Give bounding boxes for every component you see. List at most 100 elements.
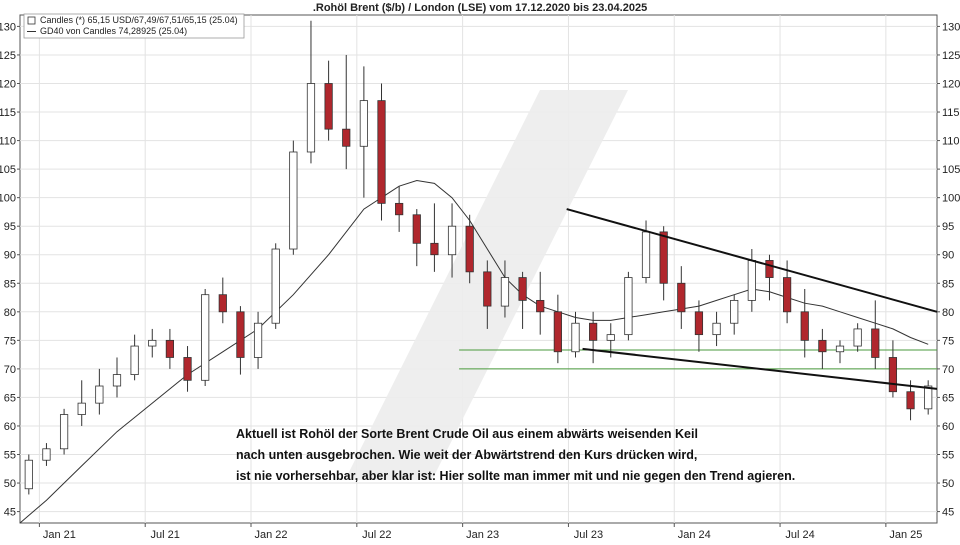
x-tick-label: Jul 23 bbox=[574, 529, 603, 540]
candle bbox=[835, 340, 845, 364]
candle-body bbox=[924, 385, 933, 410]
candle-body bbox=[59, 414, 69, 450]
candle-body bbox=[871, 328, 880, 358]
candle-body bbox=[500, 277, 510, 307]
candle-body bbox=[77, 402, 86, 415]
candle-body bbox=[42, 448, 51, 461]
candle bbox=[871, 300, 880, 369]
candle bbox=[800, 288, 809, 358]
candle bbox=[24, 454, 33, 495]
candle-body bbox=[553, 311, 562, 353]
candle-body bbox=[112, 374, 122, 387]
candle bbox=[201, 288, 210, 387]
candle-body bbox=[95, 385, 104, 404]
y-tick-label-right: 70 bbox=[942, 364, 954, 376]
candle bbox=[306, 20, 316, 164]
y-tick-label-right: 85 bbox=[942, 278, 954, 290]
candle-body bbox=[430, 242, 439, 256]
x-tick-label: Jul 22 bbox=[362, 529, 391, 540]
candle-body bbox=[818, 339, 827, 353]
candle-body bbox=[853, 328, 862, 347]
y-tick-label-left: 115 bbox=[0, 107, 16, 119]
candle bbox=[730, 294, 739, 335]
candle-body bbox=[571, 322, 580, 353]
candle-body bbox=[906, 391, 915, 410]
y-tick-label-left: 120 bbox=[0, 78, 16, 90]
annotation-note-line: Aktuell ist Rohöl der Sorte Brent Crude … bbox=[236, 427, 698, 441]
candle-body bbox=[24, 459, 33, 490]
gd40-line bbox=[19, 179, 929, 524]
annotation-note-line: nach unten ausgebrochen. Wie weit der Ab… bbox=[236, 448, 697, 462]
candle bbox=[906, 380, 915, 421]
candle-body bbox=[800, 311, 809, 341]
candle-body bbox=[783, 277, 792, 313]
candle bbox=[95, 368, 104, 415]
y-tick-label-right: 65 bbox=[942, 392, 954, 404]
candle bbox=[342, 54, 351, 170]
candle bbox=[553, 294, 562, 364]
y-tick-label-right: 90 bbox=[942, 250, 954, 262]
candle bbox=[148, 328, 157, 358]
candle-body bbox=[165, 339, 174, 358]
candle bbox=[218, 277, 227, 324]
candle-body bbox=[712, 322, 721, 336]
y-tick-label-right: 95 bbox=[942, 221, 954, 233]
y-tick-label-right: 50 bbox=[942, 478, 954, 490]
candle-body bbox=[465, 225, 474, 273]
candle bbox=[712, 311, 721, 347]
y-tick-label-left: 65 bbox=[4, 392, 16, 404]
candle-body bbox=[606, 334, 615, 341]
candle-body bbox=[641, 231, 651, 278]
y-tick-label-right: 45 bbox=[942, 507, 954, 519]
candle-body bbox=[395, 202, 404, 216]
candle bbox=[853, 323, 862, 352]
candle-body bbox=[377, 100, 386, 204]
candle bbox=[518, 271, 527, 329]
y-tick-label-left: 95 bbox=[4, 221, 16, 233]
y-tick-label-left: 70 bbox=[4, 364, 16, 376]
candle bbox=[765, 254, 774, 301]
candle-body bbox=[747, 260, 756, 301]
x-tick-label: Jan 21 bbox=[43, 529, 76, 540]
candle bbox=[395, 186, 404, 232]
candle bbox=[289, 140, 298, 255]
candle bbox=[359, 66, 368, 198]
candle bbox=[694, 300, 704, 352]
candle bbox=[430, 203, 439, 272]
candle-body bbox=[306, 83, 316, 153]
lower-wedge-line bbox=[582, 347, 938, 390]
y-tick-label-right: 100 bbox=[942, 193, 960, 205]
candle bbox=[253, 311, 263, 369]
y-tick-label-left: 85 bbox=[4, 278, 16, 290]
y-tick-label-right: 130 bbox=[942, 21, 960, 33]
y-tick-label-left: 110 bbox=[0, 136, 16, 148]
y-tick-label-left: 55 bbox=[4, 450, 16, 462]
candle bbox=[77, 380, 86, 426]
candle bbox=[500, 260, 510, 318]
y-tick-label-right: 120 bbox=[942, 78, 960, 90]
x-tick-label: Jul 21 bbox=[151, 529, 180, 540]
candle-body bbox=[271, 248, 280, 324]
candle bbox=[888, 340, 898, 398]
candle-body bbox=[253, 322, 263, 358]
y-tick-label-left: 50 bbox=[4, 478, 16, 490]
y-tick-label-right: 105 bbox=[942, 164, 960, 176]
y-tick-label-right: 80 bbox=[942, 307, 954, 319]
y-tick-label-left: 130 bbox=[0, 21, 16, 33]
y-tick-label-left: 90 bbox=[4, 250, 16, 262]
candle bbox=[324, 60, 333, 141]
candle bbox=[465, 214, 474, 284]
x-tick-label: Jan 25 bbox=[889, 529, 922, 540]
y-tick-label-left: 100 bbox=[0, 193, 16, 205]
candle bbox=[447, 203, 457, 278]
y-tick-label-left: 60 bbox=[4, 421, 16, 433]
candle bbox=[377, 83, 386, 221]
candle-body bbox=[201, 294, 210, 381]
candle bbox=[818, 328, 827, 369]
legend-entry: Candles (*) 65,15 USD/67,49/67,51/65,15 … bbox=[40, 15, 238, 25]
candle-body bbox=[589, 322, 598, 341]
y-tick-label-right: 60 bbox=[942, 421, 954, 433]
candle-body bbox=[359, 100, 368, 147]
